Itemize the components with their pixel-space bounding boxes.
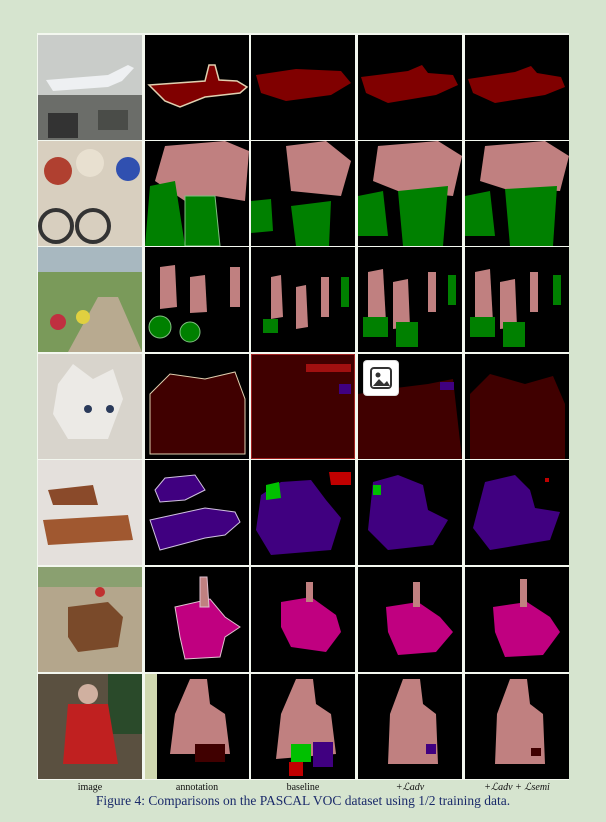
photo-cyclists: [38, 141, 142, 246]
photo-cat: [38, 354, 142, 459]
annotation-person: [145, 674, 249, 779]
annotation-cat: [145, 354, 249, 459]
semi-cat: [465, 354, 569, 459]
airplane-photo-art: [38, 35, 142, 140]
photo-airplane: [38, 35, 142, 140]
baseline-cat: [251, 354, 355, 459]
adv-cat: [358, 354, 462, 459]
baseline-dogs: [251, 460, 355, 565]
adv-horse: [358, 567, 462, 672]
photo-dogs: [38, 460, 142, 565]
adv-bikers-trail: [358, 247, 462, 352]
annotation-horse: [145, 567, 249, 672]
semi-bikers-trail: [465, 247, 569, 352]
photo-bikers-trail: [38, 247, 142, 352]
photo-horse: [38, 567, 142, 672]
column-label-semi: +ℒadv + ℒsemi: [484, 782, 550, 793]
semi-dogs: [465, 460, 569, 565]
baseline-bikers-trail: [251, 247, 355, 352]
semi-cyclists: [465, 141, 569, 246]
baseline-cyclists: [251, 141, 355, 246]
semi-airplane: [465, 35, 569, 140]
column-label-adv: +ℒadv: [395, 782, 425, 793]
semi-horse: [465, 567, 569, 672]
figure-caption: Figure 4: Comparisons on the PASCAL VOC …: [95, 793, 511, 808]
baseline-horse: [251, 567, 355, 672]
adv-dogs: [358, 460, 462, 565]
column-label-image: image: [77, 782, 103, 793]
adv-cyclists: [358, 141, 462, 246]
photo-person: [38, 674, 142, 779]
column-label-baseline: baseline: [286, 782, 320, 793]
annotation-bikers-trail: [145, 247, 249, 352]
annotation-dogs: [145, 460, 249, 565]
baseline-airplane: [251, 35, 355, 140]
adv-person: [358, 674, 462, 779]
annotation-airplane: [145, 35, 249, 140]
baseline-person: [251, 674, 355, 779]
image-placeholder-icon: [364, 361, 398, 395]
column-label-annotation: annotation: [175, 782, 219, 793]
adv-airplane: [358, 35, 462, 140]
semi-person: [465, 674, 569, 779]
annotation-cyclists: [145, 141, 249, 246]
